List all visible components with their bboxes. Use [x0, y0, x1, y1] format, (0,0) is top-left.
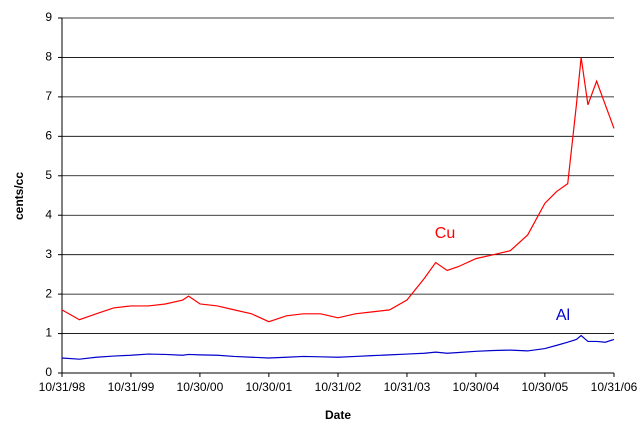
- y-tick-label: 9: [45, 10, 52, 24]
- y-tick-label: 4: [45, 207, 52, 221]
- y-tick-label: 1: [45, 326, 52, 340]
- series-label: Al: [556, 307, 570, 324]
- x-tick-label: 10/30/05: [521, 380, 568, 394]
- y-tick-label: 3: [45, 247, 52, 261]
- y-tick-label: 5: [45, 168, 52, 182]
- series-line: [61, 334, 615, 360]
- x-axis-label: Date: [325, 408, 351, 422]
- x-tick-label: 10/31/06: [591, 380, 638, 394]
- y-tick-label: 7: [45, 89, 52, 103]
- x-tick-label: 10/30/00: [177, 380, 224, 394]
- y-tick-label: 2: [45, 286, 52, 300]
- series-line: [61, 57, 615, 323]
- x-tick-label: 10/31/02: [315, 380, 362, 394]
- series-label: Cu: [435, 225, 455, 242]
- x-tick-label: 10/30/04: [453, 380, 500, 394]
- x-tick-label: 10/30/01: [245, 380, 292, 394]
- x-tick-label: 10/31/03: [384, 380, 431, 394]
- x-tick-label: 10/31/99: [108, 380, 155, 394]
- y-tick-label: 6: [45, 129, 52, 143]
- y-tick-label: 8: [45, 50, 52, 64]
- y-axis-label: cents/cc: [12, 172, 26, 220]
- x-tick-label: 10/31/98: [39, 380, 86, 394]
- y-tick-label: 0: [45, 365, 52, 379]
